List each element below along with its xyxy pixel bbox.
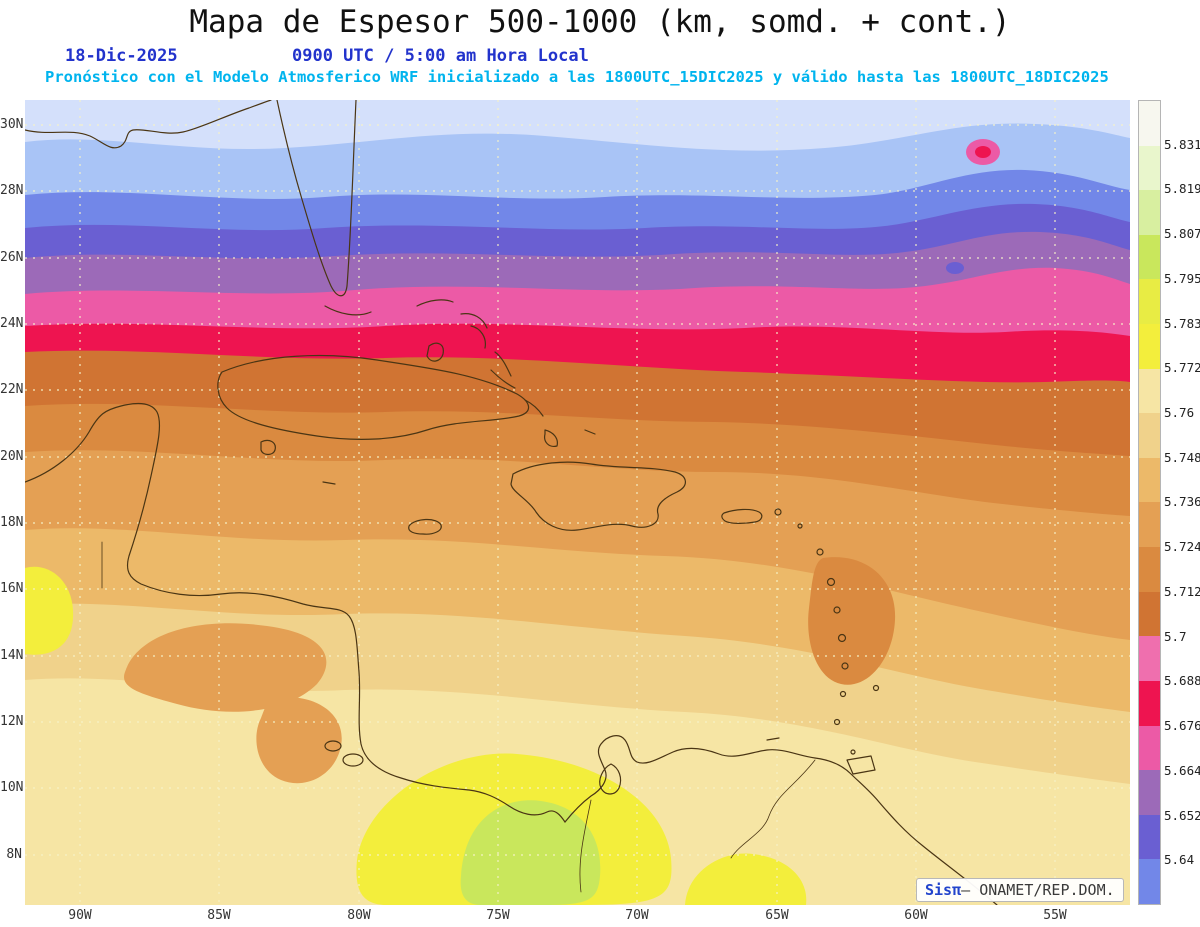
colorbar-label: 5.652 xyxy=(1164,807,1200,823)
run-date: 18-Dic-2025 xyxy=(65,46,178,66)
run-time: 0900 UTC / 5:00 am Hora Local xyxy=(292,46,589,66)
page-title: Mapa de Espesor 500-1000 (km, somd. + co… xyxy=(189,4,1011,40)
lat-tick-label: 26N xyxy=(0,250,24,265)
colorbar-label: 5.724 xyxy=(1164,539,1200,555)
colorbar-segment xyxy=(1139,502,1160,548)
colorbar-segment xyxy=(1139,413,1160,458)
coastline-florida xyxy=(276,100,357,297)
coastline-florida-keys xyxy=(324,305,372,316)
coastline-jamaica xyxy=(408,518,442,535)
colorbar-label: 5.795 xyxy=(1164,270,1200,286)
colorbar-segment xyxy=(1139,324,1160,369)
coastline-central-america xyxy=(25,402,566,823)
lon-tick-label: 75W xyxy=(486,908,510,923)
colorbar-segment xyxy=(1139,145,1160,191)
coastline-south-america xyxy=(564,735,998,905)
lat-tick-label: 30N xyxy=(0,117,24,132)
lakes-nicaragua xyxy=(324,740,364,767)
lat-tick-label: 12N xyxy=(0,714,24,729)
contour-patch xyxy=(124,623,327,712)
contour-patch xyxy=(25,566,74,655)
grid-lines xyxy=(25,100,1130,905)
colorbar-label: 5.7 xyxy=(1164,628,1187,644)
coastlines xyxy=(25,100,998,905)
colorbar-label: 5.772 xyxy=(1164,360,1200,376)
colorbar-segment xyxy=(1139,770,1160,815)
watermark-separator: – xyxy=(961,881,971,899)
coastline-bahamas xyxy=(416,299,596,447)
lon-tick-label: 60W xyxy=(904,908,928,923)
colorbar-label: 5.819 xyxy=(1164,181,1200,197)
coastline-hispaniola xyxy=(510,461,686,531)
contour-patches xyxy=(25,139,1000,905)
colorbar-segment xyxy=(1139,725,1160,771)
colorbar-label: 5.688 xyxy=(1164,673,1200,689)
colorbar-label: 5.676 xyxy=(1164,718,1200,734)
lat-tick-label: 8N xyxy=(6,847,22,862)
colorbar-segment xyxy=(1139,190,1160,235)
lat-tick-label: 28N xyxy=(0,183,24,198)
colorbar-segment xyxy=(1139,859,1160,904)
contour-patch xyxy=(460,800,601,905)
lat-tick-label: 20N xyxy=(0,449,24,464)
colorbar-segment xyxy=(1139,279,1160,325)
colorbar-segment xyxy=(1139,636,1160,681)
contour-patch xyxy=(946,262,964,274)
contour-closed-low-core xyxy=(975,146,991,158)
colorbar-label: 5.831 xyxy=(1164,136,1200,152)
river-orinoco xyxy=(730,759,816,859)
lat-tick-label: 24N xyxy=(0,316,24,331)
colorbar-label: 5.783 xyxy=(1164,315,1200,331)
watermark-org: ONAMET/REP.DOM. xyxy=(979,881,1115,899)
contour-patch xyxy=(256,697,342,784)
lake-maracaibo xyxy=(599,763,622,795)
colorbar-segment xyxy=(1139,101,1160,146)
lon-tick-label: 85W xyxy=(207,908,231,923)
lat-tick-label: 22N xyxy=(0,382,24,397)
coastline-cuba xyxy=(217,354,530,456)
coastline-lesser-antilles xyxy=(766,508,880,775)
colorbar-label: 5.748 xyxy=(1164,449,1200,465)
map-canvas xyxy=(25,100,1130,905)
colorbar-segment xyxy=(1139,547,1160,592)
lon-tick-label: 65W xyxy=(765,908,789,923)
lat-tick-label: 18N xyxy=(0,515,24,530)
lon-tick-label: 70W xyxy=(625,908,649,923)
coastline-puerto-rico xyxy=(721,508,763,524)
colorbar-label: 5.64 xyxy=(1164,852,1195,868)
colorbar-segment xyxy=(1139,591,1160,637)
river-magdalena xyxy=(579,799,592,893)
lon-tick-label: 55W xyxy=(1043,908,1067,923)
colorbar-label: 5.76 xyxy=(1164,405,1195,421)
coastline-cayman xyxy=(322,481,336,485)
colorbar-label: 5.664 xyxy=(1164,762,1200,778)
colorbar-segment xyxy=(1139,457,1160,503)
lon-tick-label: 80W xyxy=(347,908,371,923)
pi-icon: π xyxy=(952,881,962,899)
lon-tick-label: 90W xyxy=(68,908,92,923)
watermark: Sisπ– ONAMET/REP.DOM. xyxy=(916,878,1124,902)
colorbar-segment xyxy=(1139,234,1160,280)
colorbar-strip xyxy=(1138,100,1161,905)
lat-tick-label: 16N xyxy=(0,581,24,596)
colorbar-segment xyxy=(1139,814,1160,860)
colorbar-label: 5.807 xyxy=(1164,226,1200,242)
coastline-us-gulf xyxy=(25,100,272,149)
colorbar-label: 5.712 xyxy=(1164,583,1200,599)
colorbar-labels: 5.831 5.819 5.807 5.795 5.783 5.772 5.76 5.748 5… xyxy=(1164,0,1200,927)
colorbar-label: 5.736 xyxy=(1164,494,1200,510)
colorbar-segment xyxy=(1139,368,1160,414)
lat-tick-label: 10N xyxy=(0,780,24,795)
lat-tick-label: 14N xyxy=(0,648,24,663)
contour-patch xyxy=(685,853,807,905)
colorbar-segment xyxy=(1139,680,1160,726)
watermark-brand: Sis xyxy=(925,881,953,899)
forecast-caption: Pronóstico con el Modelo Atmosferico WRF… xyxy=(45,68,1109,86)
